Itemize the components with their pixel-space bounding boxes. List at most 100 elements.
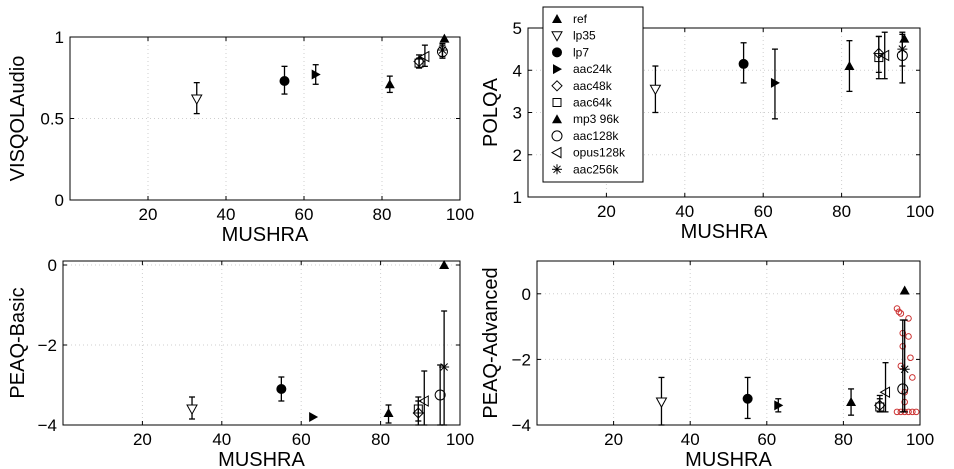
chart-polqa: 20 40 60 80 100 1 2 3 4 5 MUSHRA POLQA — [480, 19, 934, 243]
data-point-aac24k — [311, 69, 321, 80]
chart-visqol-audio: 20 40 60 80 100 0 0.5 1 MUSHRA VISQOLAudio — [7, 28, 474, 246]
x-tick-label: 80 — [834, 430, 853, 449]
data-point-ref — [439, 260, 450, 269]
y-tick-label: 0.5 — [40, 110, 64, 129]
error-bar — [416, 57, 423, 69]
x-tick-label: 80 — [832, 202, 851, 221]
x-axis-label: MUSHRA — [685, 449, 772, 469]
legend-marker — [551, 80, 563, 92]
y-tick-label: 3 — [513, 104, 522, 123]
legend-label: ref — [573, 12, 588, 26]
legend-label: aac64k — [573, 96, 613, 110]
data-point-opus128k — [879, 386, 891, 399]
x-tick-label: 40 — [217, 205, 236, 224]
data-point-aac24k — [770, 77, 780, 88]
data-point-aac256k — [437, 45, 448, 56]
legend-label: lp35 — [573, 29, 596, 43]
data-point-opus128k — [418, 395, 429, 407]
chart-peaq-advanced: 20 40 60 80 100 −4 −2 0 MUSHRA PEAQ-Advanced — [480, 260, 934, 469]
x-axis-label: MUSHRA — [218, 449, 305, 469]
data-point-aac64k — [414, 58, 424, 68]
legend-label: aac128k — [573, 129, 619, 143]
y-tick-label: 5 — [513, 19, 522, 38]
x-tick-label: 40 — [675, 202, 694, 221]
plot-frame — [62, 260, 461, 426]
legend-marker — [552, 114, 562, 124]
y-tick-label: −4 — [38, 416, 57, 435]
data-point-lp7 — [279, 76, 290, 87]
red-scatter-point — [893, 305, 901, 312]
data-point-aac24k — [774, 400, 784, 411]
x-tick-label: 60 — [754, 202, 773, 221]
legend-marker — [551, 130, 563, 142]
x-tick-label: 20 — [133, 430, 152, 449]
plot-frame — [69, 36, 461, 201]
red-scatter-point — [905, 333, 912, 340]
y-tick-label: 0 — [48, 256, 57, 275]
error-bar — [876, 398, 883, 413]
legend: ref lp35 lp7 aac24k aac48k aac64k mp3 96k aac12… — [542, 6, 644, 183]
x-tick-label: 80 — [373, 205, 392, 224]
legend-label: opus128k — [573, 146, 626, 160]
red-scatter-point — [905, 315, 912, 322]
legend-label: aac24k — [573, 62, 613, 76]
x-tick-label: 100 — [906, 202, 934, 221]
data-point-mp3-96k — [383, 408, 394, 417]
data-point-mp3-96k — [846, 397, 857, 407]
legend-label: aac48k — [573, 79, 613, 93]
x-tick-label: 80 — [371, 430, 390, 449]
y-tick-label: −4 — [512, 416, 531, 435]
x-tick-label: 20 — [604, 430, 623, 449]
plot-frame — [536, 260, 921, 426]
x-axis-label: MUSHRA — [681, 221, 768, 243]
data-point-aac64k — [875, 402, 885, 412]
x-tick-label: 100 — [446, 430, 474, 449]
data-point-ref — [439, 33, 450, 43]
data-point-aac256k — [899, 364, 910, 375]
y-tick-label: −2 — [38, 336, 57, 355]
x-tick-label: 20 — [597, 202, 616, 221]
red-scatter-point — [912, 408, 920, 416]
error-bar — [882, 362, 889, 413]
data-point-lp7 — [738, 58, 749, 69]
y-axis-label: PEAQ-Advanced — [480, 267, 502, 418]
data-point-aac128k — [434, 389, 446, 401]
data-point-ref — [899, 285, 910, 295]
data-point-opus128k — [878, 49, 890, 62]
y-tick-label: 2 — [513, 146, 522, 165]
legend-label: mp3 96k — [573, 112, 620, 126]
legend-marker — [552, 164, 562, 175]
red-scatter-point — [897, 310, 905, 317]
legend-marker — [553, 64, 562, 75]
error-bar — [437, 364, 444, 426]
data-point-lp7 — [276, 384, 287, 394]
y-tick-label: 0 — [522, 285, 531, 304]
chart-peaq-basic: 20 40 60 80 100 −4 −2 0 MUSHRA PEAQ-Basic — [7, 256, 474, 469]
x-tick-label: 100 — [906, 430, 934, 449]
data-point-aac24k — [309, 412, 319, 422]
data-point-aac64k — [413, 404, 423, 414]
x-tick-label: 60 — [757, 430, 776, 449]
legend-marker — [550, 146, 562, 159]
x-axis-label: MUSHRA — [222, 224, 309, 246]
data-point-aac256k — [439, 362, 450, 372]
data-point-mp3-96k — [384, 79, 395, 89]
legend-marker — [552, 47, 562, 58]
data-point-aac256k — [897, 44, 908, 55]
legend-label: aac256k — [573, 162, 619, 176]
red-scatter-point — [907, 354, 914, 362]
data-point-lp35 — [649, 84, 662, 96]
error-bar — [881, 31, 888, 80]
legend-marker — [552, 98, 562, 107]
data-point-lp7 — [742, 393, 753, 404]
x-tick-label: 60 — [295, 205, 314, 224]
red-scatter-point — [909, 374, 916, 381]
error-bar — [421, 44, 428, 67]
data-point-mp3-96k — [844, 61, 855, 71]
y-tick-label: −2 — [512, 350, 531, 369]
x-tick-label: 40 — [212, 430, 231, 449]
y-tick-label: 0 — [55, 191, 64, 210]
y-tick-label: 1 — [513, 188, 522, 207]
data-point-opus128k — [418, 50, 430, 63]
